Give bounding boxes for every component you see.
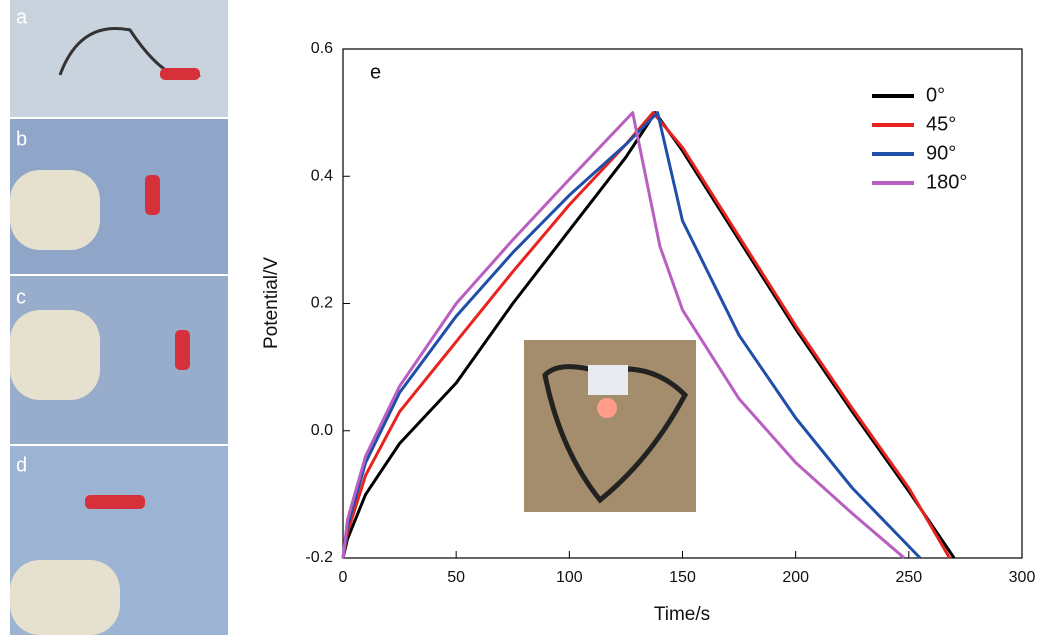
panel-label: a [16, 6, 28, 28]
legend-label: 90° [926, 142, 956, 164]
clip [85, 495, 145, 509]
panel-label: c [16, 286, 26, 308]
series-line [341, 111, 956, 559]
x-tick-label: 200 [782, 569, 809, 586]
y-axis-label: Potential/V [261, 257, 282, 349]
inset-led [588, 365, 628, 395]
y-tick-label: 0.2 [311, 295, 333, 312]
x-axis-label: Time/s [654, 604, 710, 625]
annotation: e [370, 61, 381, 83]
photo [10, 0, 228, 117]
y-tick-label: -0.2 [305, 549, 333, 566]
clip [160, 68, 200, 80]
y-tick-label: 0.4 [311, 167, 333, 184]
glove [10, 310, 100, 400]
inset-glow [597, 398, 617, 418]
x-tick-label: 250 [895, 569, 922, 586]
legend-label: 0° [926, 84, 945, 106]
series-line [341, 111, 906, 560]
clip [145, 175, 160, 215]
photo-panels [10, 0, 228, 635]
x-tick-label: 50 [447, 569, 465, 586]
glove [10, 170, 100, 250]
legend-label: 45° [926, 113, 956, 135]
y-tick-label: 0.6 [311, 40, 333, 57]
clip [175, 330, 190, 370]
x-tick-label: 100 [556, 569, 583, 586]
panel-label: d [16, 454, 27, 476]
glove [10, 560, 120, 635]
legend-label: 180° [926, 171, 967, 193]
panel-label: b [16, 128, 27, 150]
y-tick-label: 0.0 [311, 422, 333, 439]
x-tick-label: 150 [669, 569, 696, 586]
series-line [341, 111, 922, 560]
x-tick-label: 0 [339, 569, 348, 586]
x-tick-label: 300 [1009, 569, 1036, 586]
